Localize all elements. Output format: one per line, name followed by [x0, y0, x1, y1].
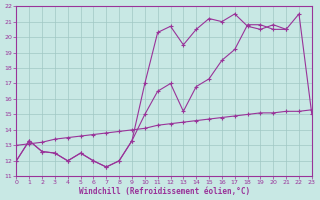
- X-axis label: Windchill (Refroidissement éolien,°C): Windchill (Refroidissement éolien,°C): [78, 187, 250, 196]
